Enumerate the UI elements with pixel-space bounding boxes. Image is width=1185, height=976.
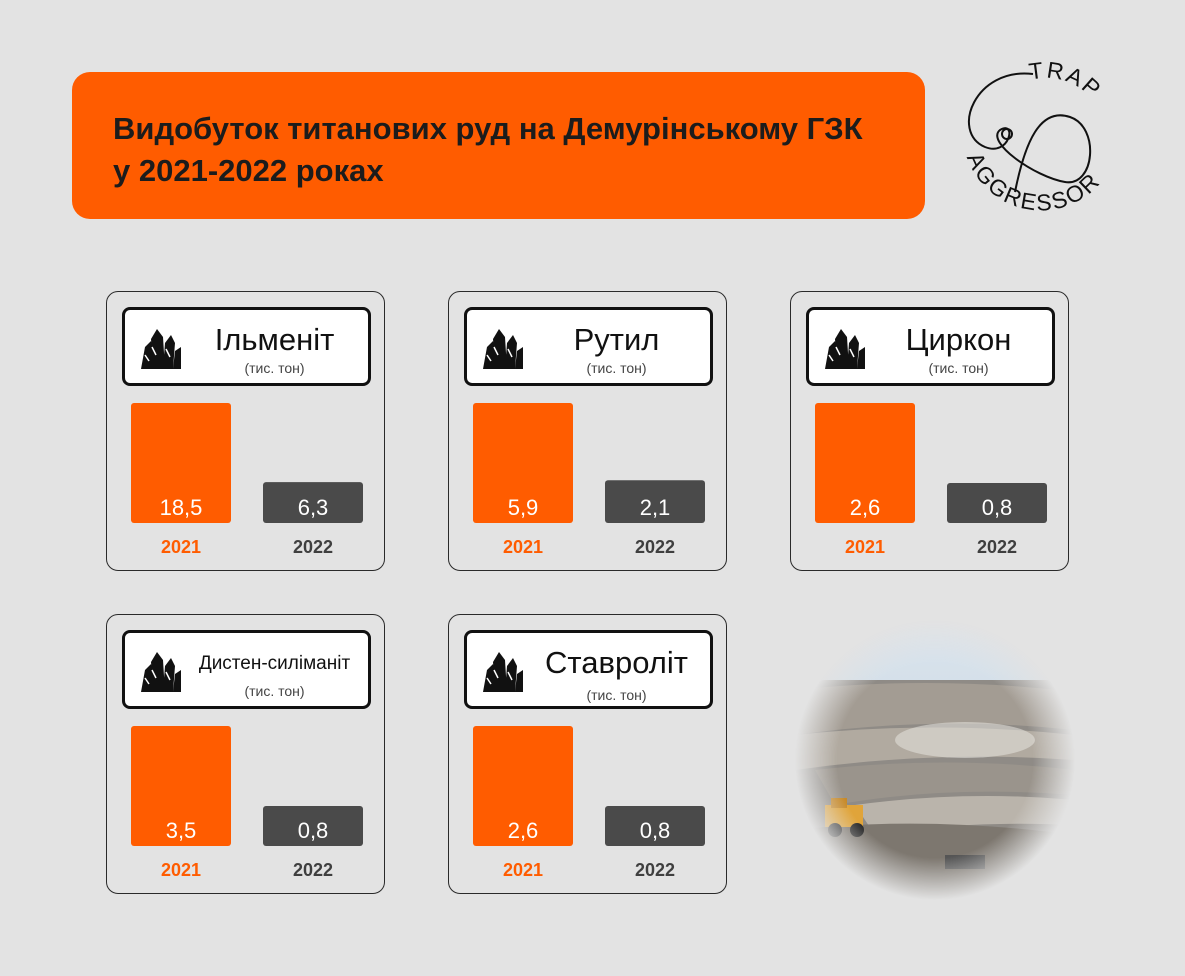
crystal-icon [825, 329, 865, 369]
mineral-header: Ільменіт (тис. тон) [122, 307, 371, 386]
bar-2021 [473, 726, 573, 846]
bar-2022 [605, 480, 705, 523]
bar-plot: 3,5 2021 0,8 2022 [131, 726, 363, 880]
crystal-icon [141, 329, 181, 369]
mineral-name: Рутил [573, 322, 660, 357]
year-label: 2022 [977, 537, 1017, 557]
unit-label: (тис. тон) [244, 683, 305, 699]
open-pit-mine-photo [795, 620, 1075, 900]
value-label: 6,3 [298, 495, 329, 520]
svg-text:AGGRESSOR: AGGRESSOR [962, 148, 1105, 215]
value-label: 2,1 [640, 495, 671, 520]
year-label: 2021 [503, 537, 543, 557]
mineral-header: Циркон (тис. тон) [806, 307, 1055, 386]
year-label: 2021 [161, 537, 201, 557]
value-label: 3,5 [166, 818, 197, 843]
value-label: 18,5 [160, 495, 203, 520]
bar-2021 [473, 403, 573, 523]
unit-label: (тис. тон) [586, 687, 647, 703]
mineral-name: Дистен-силіманіт [198, 653, 351, 674]
year-label: 2022 [293, 537, 333, 557]
bar-plot: 2,6 2021 0,8 2022 [815, 403, 1047, 557]
value-label: 0,8 [298, 818, 329, 843]
bar-2021 [131, 726, 231, 846]
mineral-card: Ільменіт (тис. тон) 18,5 2021 6,3 2022 [106, 291, 385, 571]
crystal-icon [483, 329, 523, 369]
year-label: 2022 [293, 860, 333, 880]
crystal-icon [141, 652, 181, 692]
title-banner: Видобуток титанових руд на Демурінському… [72, 72, 925, 219]
logo-text-bottom: AGGRESSOR [962, 148, 1103, 215]
page-title: Видобуток титанових руд на Демурінському… [113, 111, 863, 188]
value-label: 2,6 [850, 495, 881, 520]
bar-plot: 5,9 2021 2,1 2022 [473, 403, 705, 557]
bar-2022 [263, 806, 363, 846]
mineral-header: Рутил (тис. тон) [464, 307, 713, 386]
mineral-card: Дистен-силіманіт (тис. тон) 3,5 2021 0,8 2022 [106, 614, 385, 894]
crystal-icon [483, 652, 523, 692]
bar-2022 [947, 483, 1047, 523]
bar-2021 [131, 403, 231, 523]
year-label: 2022 [635, 537, 675, 557]
value-label: 2,6 [508, 818, 539, 843]
year-label: 2021 [845, 537, 885, 557]
mineral-card: Циркон (тис. тон) 2,6 2021 0,8 2022 [790, 291, 1069, 571]
mineral-card: Рутил (тис. тон) 5,9 2021 2,1 2022 [448, 291, 727, 571]
bar-2022 [263, 482, 363, 523]
mineral-card: Ставроліт (тис. тон) 2,6 2021 0,8 2022 [448, 614, 727, 894]
year-label: 2021 [503, 860, 543, 880]
bar-2022 [605, 806, 705, 846]
mineral-name: Циркон [905, 322, 1012, 357]
value-label: 0,8 [640, 818, 671, 843]
bar-plot: 2,6 2021 0,8 2022 [473, 726, 705, 880]
year-label: 2021 [161, 860, 201, 880]
trap-aggressor-logo: TRAP AGGRESSOR [962, 62, 1107, 216]
mineral-header: Дистен-силіманіт (тис. тон) [122, 630, 371, 709]
logo-text-top: TRAP [1027, 62, 1105, 103]
mineral-header: Ставроліт (тис. тон) [464, 630, 713, 709]
value-label: 0,8 [982, 495, 1013, 520]
unit-label: (тис. тон) [928, 360, 989, 376]
mineral-name: Ставроліт [545, 645, 688, 680]
svg-text:TRAP: TRAP [1027, 62, 1107, 103]
bar-2021 [815, 403, 915, 523]
year-label: 2022 [635, 860, 675, 880]
value-label: 5,9 [508, 495, 539, 520]
unit-label: (тис. тон) [586, 360, 647, 376]
unit-label: (тис. тон) [244, 360, 305, 376]
mineral-name: Ільменіт [214, 322, 335, 357]
bar-plot: 18,5 2021 6,3 2022 [131, 403, 363, 557]
